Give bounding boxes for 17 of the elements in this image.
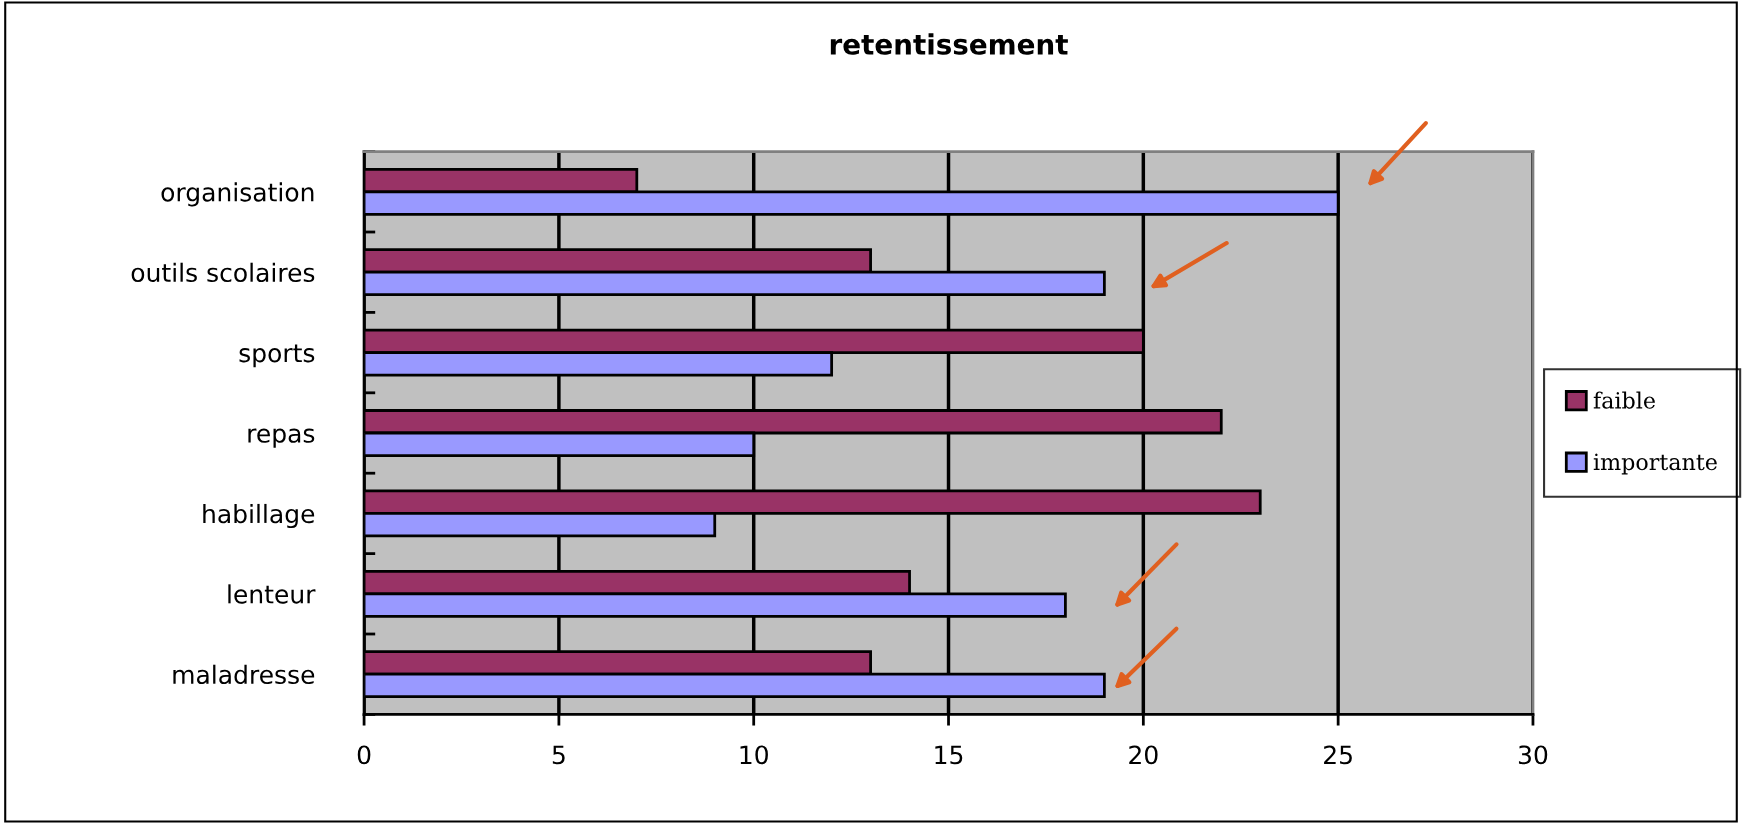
x-tick-label: 5 — [552, 745, 565, 765]
y-tick-label: habillage — [203, 503, 315, 529]
y-tick-label: organisation — [161, 182, 314, 207]
y-tick-label: sports — [239, 344, 315, 368]
x-tick-label: 15 — [935, 745, 963, 765]
x-tick-label: 20 — [1129, 745, 1158, 765]
y-tick-label: repas — [248, 428, 315, 448]
chart-title: retentissement — [830, 33, 1068, 55]
y-tick-label: maladresse — [173, 664, 315, 685]
x-tick-label: 25 — [1324, 745, 1352, 765]
y-tick-label: lenteur — [228, 584, 316, 604]
legend-label: faible — [1593, 391, 1655, 409]
y-tick-label: outils scolaires — [131, 262, 315, 283]
x-tick-label: 30 — [1518, 745, 1548, 765]
x-tick-label: 0 — [357, 745, 371, 765]
legend-label: importante — [1593, 453, 1717, 475]
x-tick-label: 10 — [740, 745, 768, 765]
